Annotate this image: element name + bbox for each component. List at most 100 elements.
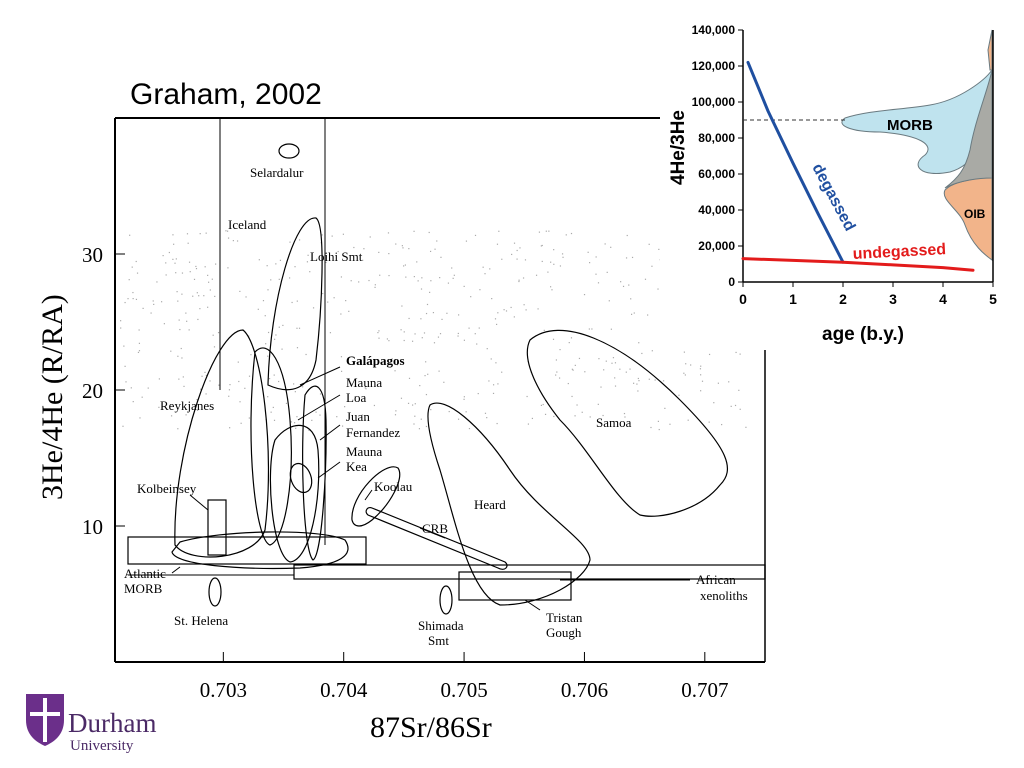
speckle — [278, 326, 280, 328]
inset-y-axis-title: 4He/3He — [668, 110, 689, 185]
speckle — [501, 371, 503, 373]
speckle — [374, 284, 376, 286]
speckle — [527, 423, 530, 425]
speckle — [340, 313, 342, 315]
speckle — [638, 380, 640, 382]
speckle — [278, 278, 280, 280]
speckle — [354, 396, 356, 398]
speckle — [421, 337, 423, 339]
speckle — [553, 415, 555, 418]
label-samoa: Samoa — [596, 415, 632, 430]
speckle — [437, 336, 440, 338]
left-x-tick-label: 0.707 — [681, 678, 728, 702]
speckle — [644, 278, 647, 280]
speckle — [426, 303, 429, 306]
speckle — [267, 396, 269, 398]
speckle — [340, 370, 343, 372]
african-xenoliths-band — [293, 564, 766, 580]
speckle — [630, 313, 633, 315]
speckle — [446, 312, 448, 314]
speckle — [458, 314, 460, 316]
speckle — [542, 403, 544, 406]
speckle — [175, 258, 177, 260]
speckle — [319, 393, 322, 395]
speckle — [734, 404, 737, 407]
speckle — [523, 304, 525, 306]
label-koolau: Koolau — [374, 479, 413, 494]
speckle — [135, 260, 137, 263]
speckle — [497, 383, 499, 385]
speckle — [413, 275, 415, 278]
speckle — [400, 397, 403, 399]
speckle — [208, 281, 210, 283]
speckle — [423, 332, 426, 334]
speckle — [127, 298, 129, 300]
speckle — [468, 327, 470, 329]
speckle — [264, 315, 266, 317]
speckle — [541, 260, 543, 263]
speckle — [477, 392, 479, 395]
speckle — [239, 290, 241, 293]
speckle — [432, 311, 435, 314]
speckle — [207, 306, 209, 308]
speckle — [478, 327, 480, 329]
samoa-field — [526, 329, 728, 517]
mauna-kea-field — [289, 462, 313, 494]
speckle — [188, 261, 191, 263]
speckle — [296, 347, 299, 349]
speckle — [583, 293, 586, 296]
speckle — [636, 383, 638, 385]
speckle — [240, 422, 242, 424]
speckle — [205, 393, 207, 395]
heard-field — [427, 402, 591, 606]
speckle — [272, 406, 274, 409]
speckle — [348, 377, 350, 380]
speckle — [414, 403, 416, 405]
speckle — [662, 380, 665, 382]
speckle — [619, 368, 621, 370]
speckle — [513, 316, 515, 318]
series-line-undegassed — [741, 257, 975, 272]
speckle — [394, 370, 396, 372]
speckle — [174, 262, 176, 264]
speckle — [555, 359, 558, 361]
speckle — [418, 428, 421, 430]
speckle — [547, 271, 549, 273]
speckle — [319, 414, 321, 416]
speckle — [708, 421, 710, 423]
label-african-1: African — [696, 572, 736, 587]
speckle — [570, 232, 573, 235]
speckle — [610, 328, 612, 330]
speckle — [625, 371, 627, 373]
inset-y-tick-label: 0 — [728, 275, 735, 289]
speckle — [152, 300, 154, 302]
speckle — [419, 384, 421, 387]
left-x-tick-label: 0.704 — [320, 678, 368, 702]
speckle — [267, 355, 269, 357]
speckle — [700, 365, 702, 367]
speckle — [414, 415, 416, 417]
speckle — [647, 314, 649, 316]
speckle — [610, 246, 612, 248]
speckle — [179, 328, 181, 331]
speckle — [700, 390, 702, 392]
speckle — [468, 427, 471, 430]
speckle — [199, 233, 201, 235]
speckle — [486, 417, 488, 419]
label-african-2: xenoliths — [700, 588, 748, 603]
speckle — [637, 377, 639, 380]
speckle — [457, 418, 460, 420]
speckle — [439, 277, 441, 279]
atlantic-morb-box — [127, 536, 367, 565]
speckle — [331, 235, 333, 237]
mauna-loa-field — [302, 385, 327, 561]
inset-y-tick-label: 60,000 — [698, 167, 735, 181]
speckle — [578, 357, 581, 360]
speckle — [122, 425, 124, 427]
speckle — [296, 327, 298, 329]
speckle — [302, 386, 304, 388]
speckle — [325, 261, 327, 264]
speckle — [120, 320, 122, 322]
speckle — [605, 360, 607, 362]
speckle — [401, 245, 403, 247]
